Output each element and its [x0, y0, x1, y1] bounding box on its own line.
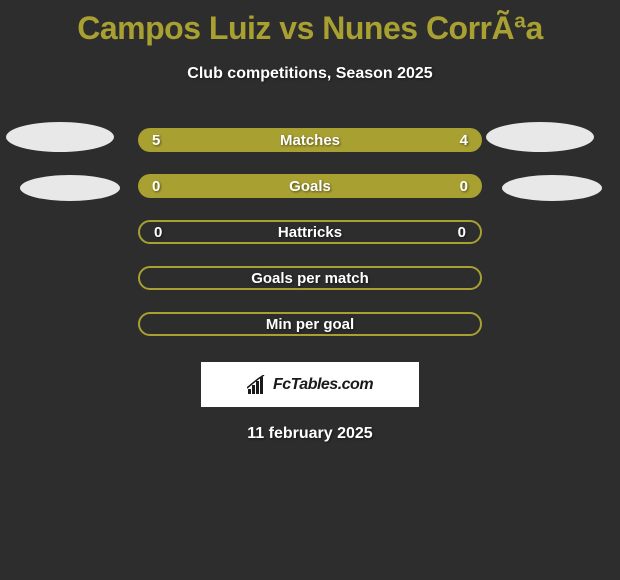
stat-row-min-per-goal: Min per goal [138, 312, 482, 336]
stat-row-goals: 0 Goals 0 [138, 174, 482, 198]
decorative-ellipse-right-2 [502, 175, 602, 201]
stat-row-hattricks: 0 Hattricks 0 [138, 220, 482, 244]
stat-right-value: 0 [458, 224, 466, 241]
date-text: 11 february 2025 [0, 425, 620, 443]
chart-icon [247, 375, 269, 395]
stat-left-value: 0 [154, 224, 162, 241]
logo-box: FcTables.com [201, 362, 419, 407]
stat-left-value: 5 [152, 132, 160, 149]
stat-row-goals-per-match: Goals per match [138, 266, 482, 290]
logo-text: FcTables.com [273, 376, 373, 394]
stat-label: Hattricks [278, 224, 342, 241]
stat-left-value: 0 [152, 178, 160, 195]
subtitle: Club competitions, Season 2025 [0, 65, 620, 83]
stat-row-matches: 5 Matches 4 [138, 128, 482, 152]
stat-label: Matches [280, 132, 340, 149]
stat-label: Min per goal [266, 316, 354, 333]
stat-label: Goals per match [251, 270, 369, 287]
decorative-ellipse-right-1 [486, 122, 594, 152]
stat-right-value: 4 [460, 132, 468, 149]
decorative-ellipse-left-1 [6, 122, 114, 152]
stat-right-value: 0 [460, 178, 468, 195]
page-title: Campos Luiz vs Nunes CorrÃªa [0, 0, 620, 47]
stats-container: 5 Matches 4 0 Goals 0 0 Hattricks 0 Goals per mat… [0, 128, 620, 336]
stat-label: Goals [289, 178, 331, 195]
decorative-ellipse-left-2 [20, 175, 120, 201]
